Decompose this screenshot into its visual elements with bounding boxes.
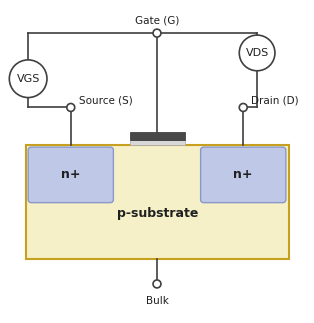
Text: Drain (D): Drain (D) xyxy=(251,96,299,106)
Bar xyxy=(130,140,185,145)
Text: Gate (G): Gate (G) xyxy=(135,15,179,25)
Circle shape xyxy=(9,60,47,98)
Bar xyxy=(26,145,289,259)
FancyBboxPatch shape xyxy=(28,147,113,203)
Circle shape xyxy=(153,280,161,288)
Text: Bulk: Bulk xyxy=(146,296,168,306)
FancyBboxPatch shape xyxy=(201,147,286,203)
Text: Source (S): Source (S) xyxy=(79,96,133,106)
Circle shape xyxy=(239,35,275,71)
Bar xyxy=(130,132,185,140)
Text: n+: n+ xyxy=(61,168,80,182)
Text: VGS: VGS xyxy=(16,74,40,84)
Circle shape xyxy=(153,29,161,37)
Circle shape xyxy=(67,103,75,111)
Text: n+: n+ xyxy=(234,168,253,182)
Text: p-substrate: p-substrate xyxy=(117,207,198,220)
Text: VDS: VDS xyxy=(246,48,269,58)
Circle shape xyxy=(239,103,247,111)
